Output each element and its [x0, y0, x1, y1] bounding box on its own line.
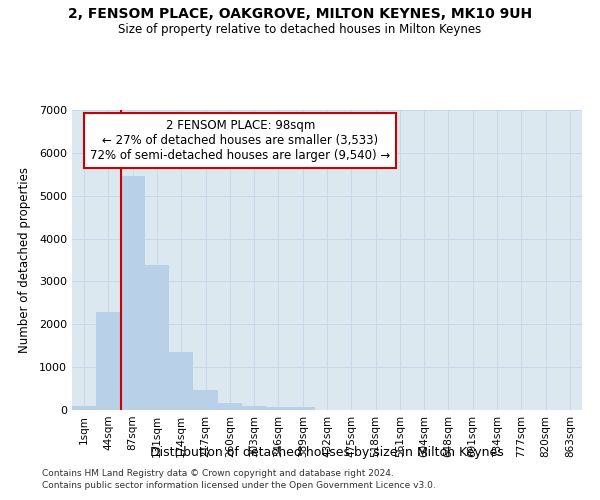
Bar [242, 406, 266, 410]
Y-axis label: Number of detached properties: Number of detached properties [17, 167, 31, 353]
Text: Contains HM Land Registry data © Crown copyright and database right 2024.: Contains HM Land Registry data © Crown c… [42, 468, 394, 477]
Bar [266, 406, 290, 410]
Text: 2, FENSOM PLACE, OAKGROVE, MILTON KEYNES, MK10 9UH: 2, FENSOM PLACE, OAKGROVE, MILTON KEYNES… [68, 8, 532, 22]
Bar [96, 312, 121, 410]
Text: Contains public sector information licensed under the Open Government Licence v3: Contains public sector information licen… [42, 481, 436, 490]
Bar [290, 407, 315, 410]
Text: Distribution of detached houses by size in Milton Keynes: Distribution of detached houses by size … [150, 446, 504, 459]
Bar [218, 402, 242, 410]
Bar [169, 352, 193, 410]
Bar [72, 406, 96, 410]
Text: 2 FENSOM PLACE: 98sqm
← 27% of detached houses are smaller (3,533)
72% of semi-d: 2 FENSOM PLACE: 98sqm ← 27% of detached … [90, 119, 391, 162]
Bar [193, 390, 218, 410]
Bar [121, 176, 145, 410]
Bar [145, 265, 169, 410]
Text: Size of property relative to detached houses in Milton Keynes: Size of property relative to detached ho… [118, 22, 482, 36]
